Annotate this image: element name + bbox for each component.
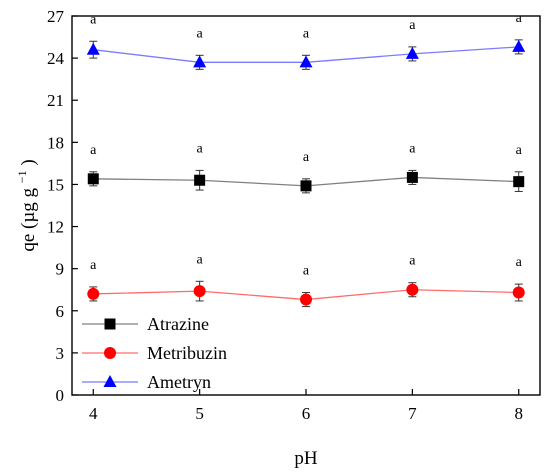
plot-frame: [71, 15, 541, 396]
data-point-metribuzin: [406, 283, 419, 296]
legend-label: Atrazine: [147, 314, 209, 334]
data-point-ametryn: [86, 42, 100, 55]
significance-label: a: [516, 143, 523, 158]
y-tick-label: 27: [47, 7, 65, 26]
x-tick-label: 5: [195, 404, 204, 423]
data-point-atrazine: [513, 176, 525, 188]
data-point-ametryn: [405, 46, 419, 59]
y-tick-label: 21: [47, 91, 64, 110]
y-axis-title-close: ): [18, 159, 39, 165]
legend-label: Metribuzin: [147, 343, 227, 363]
data-point-atrazine: [87, 173, 99, 185]
y-tick-label: 24: [47, 49, 65, 68]
data-point-ametryn: [299, 55, 313, 68]
significance-label: a: [90, 12, 97, 27]
data-point-ametryn: [512, 39, 526, 52]
significance-label: a: [90, 143, 97, 158]
significance-label: a: [303, 264, 310, 279]
y-axis-title-base: qe (µg g: [18, 187, 39, 251]
significance-label: a: [90, 258, 97, 273]
significance-label: a: [409, 141, 416, 156]
data-point-atrazine: [300, 180, 312, 192]
data-point-atrazine: [406, 171, 418, 183]
legend-marker: [104, 347, 116, 359]
x-tick-label: 8: [514, 404, 523, 423]
legend-marker: [104, 318, 116, 330]
legend-item-ametryn: Ametryn: [82, 372, 211, 392]
data-point-metribuzin: [193, 285, 206, 298]
significance-labels: a a a a a a a a a a a a a a a: [90, 11, 522, 279]
significance-label: a: [303, 150, 310, 165]
significance-label: a: [197, 141, 204, 156]
data-point-ametryn: [193, 55, 207, 68]
y-tick-label: 15: [47, 175, 64, 194]
significance-label: a: [409, 254, 416, 269]
x-axis-title: pH: [294, 448, 318, 469]
axes: [71, 15, 541, 396]
y-tick-label: 6: [56, 302, 65, 321]
series-ametryn: [86, 39, 526, 70]
series-atrazine: [87, 169, 525, 194]
axis-ticks: 0 3 6 9 12 15 18 21 24 27 4 5 6 7 8: [47, 7, 523, 423]
legend: Atrazine Metribuzin Ametryn: [82, 314, 227, 392]
data-series: [86, 39, 526, 308]
y-tick-label: 18: [47, 133, 64, 152]
significance-label: a: [516, 11, 523, 26]
data-point-metribuzin: [512, 286, 525, 299]
significance-label: a: [197, 252, 204, 267]
y-axis-title-exponent: −1: [15, 170, 29, 183]
data-point-metribuzin: [300, 293, 312, 306]
legend-marker: [103, 375, 117, 387]
x-tick-label: 4: [89, 404, 98, 423]
x-tick-label: 7: [408, 404, 417, 423]
significance-label: a: [516, 255, 523, 270]
y-axis-title: qe (µg g −1 ): [10, 159, 39, 251]
data-point-metribuzin: [87, 287, 100, 300]
y-tick-label: 0: [56, 386, 65, 405]
y-tick-label: 3: [56, 344, 65, 363]
significance-label: a: [409, 18, 416, 33]
y-tick-label: 12: [47, 218, 64, 237]
x-tick-label: 6: [302, 404, 311, 423]
legend-label: Ametryn: [147, 372, 211, 392]
y-tick-label: 9: [56, 260, 65, 279]
legend-item-atrazine: Atrazine: [82, 314, 209, 334]
legend-item-metribuzin: Metribuzin: [82, 343, 227, 363]
significance-label: a: [303, 26, 310, 41]
significance-label: a: [197, 26, 204, 41]
data-point-atrazine: [194, 174, 206, 186]
series-metribuzin: [87, 280, 525, 308]
